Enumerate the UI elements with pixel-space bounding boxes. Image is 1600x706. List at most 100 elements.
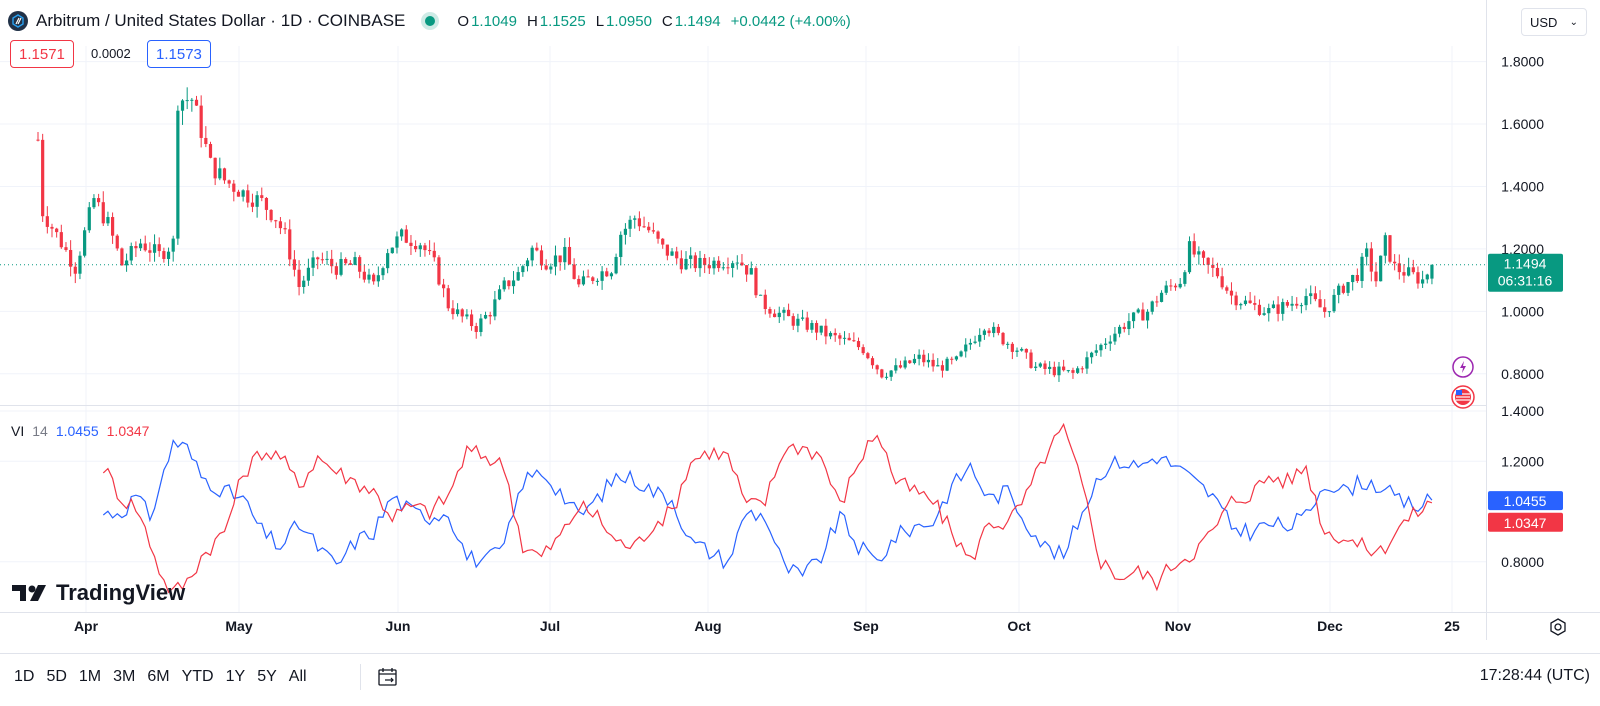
candle — [600, 266, 604, 290]
candle — [194, 95, 199, 106]
candle — [847, 333, 851, 341]
price-axis[interactable]: 1.8000 1.6000 1.4000 1.2000 1.0000 0.8000 1.40… — [1501, 54, 1544, 570]
candle — [106, 211, 110, 226]
candle — [642, 216, 646, 228]
candle — [889, 369, 893, 381]
candle — [768, 306, 772, 318]
candle — [134, 241, 138, 258]
candle — [409, 235, 413, 255]
candle — [1229, 282, 1234, 305]
candle — [1150, 300, 1154, 315]
date-range-button[interactable] — [374, 664, 402, 690]
candle — [726, 257, 730, 275]
candle — [992, 322, 996, 338]
range-ytd-button[interactable]: YTD — [181, 668, 214, 685]
range-1m-button[interactable]: 1M — [78, 668, 102, 685]
time-tick-label: Nov — [1165, 618, 1192, 634]
candle — [609, 271, 614, 280]
candle — [97, 193, 101, 207]
candle — [148, 242, 152, 262]
range-5y-button[interactable]: 5Y — [257, 668, 277, 685]
currency-select[interactable]: USD ⌄ — [1521, 8, 1587, 36]
candle — [838, 332, 842, 346]
candle — [1407, 257, 1411, 277]
candle — [759, 294, 763, 296]
candle — [292, 250, 297, 277]
vi-legend[interactable]: VI 14 1.0455 1.0347 — [11, 423, 149, 439]
symbol-title[interactable]: Arbitrum / United States Dollar · 1D · C… — [36, 11, 406, 30]
candle — [129, 242, 133, 265]
candle — [1327, 311, 1331, 317]
range-1y-button[interactable]: 1Y — [225, 668, 246, 685]
axis-settings-icon — [1550, 618, 1566, 636]
candle — [1192, 233, 1196, 258]
candle — [59, 224, 63, 249]
toolbar-divider — [360, 664, 361, 690]
range-1d-button[interactable]: 1D — [14, 668, 35, 685]
candle — [446, 284, 450, 312]
candle — [698, 250, 702, 277]
candle — [101, 191, 105, 227]
candle — [1085, 351, 1089, 374]
range-6m-button[interactable]: 6M — [147, 668, 170, 685]
candle — [1024, 348, 1028, 359]
candle — [143, 235, 147, 252]
candle — [516, 266, 520, 281]
candle — [954, 355, 959, 362]
candle — [455, 303, 460, 317]
buy-price-button[interactable]: 1.1573 — [147, 40, 211, 68]
time-tick-label: May — [225, 618, 252, 634]
candle — [1393, 254, 1397, 271]
candle — [1341, 283, 1345, 295]
candle — [1113, 326, 1117, 345]
candle — [1281, 298, 1285, 321]
candle — [180, 99, 185, 125]
range-all-button[interactable]: All — [288, 668, 307, 685]
candle — [1052, 361, 1056, 378]
price-tick-label: 1.8000 — [1501, 54, 1544, 70]
candle — [115, 234, 119, 251]
candle — [325, 250, 329, 265]
candle — [199, 95, 203, 148]
candle — [749, 261, 753, 275]
candle — [1043, 360, 1047, 375]
candle — [204, 126, 208, 148]
candle — [777, 306, 781, 324]
candle — [1369, 242, 1373, 282]
vi-plus-value: 1.0455 — [55, 423, 99, 439]
current-price-tag-text: 06:31:16 — [1498, 273, 1553, 289]
candle — [707, 257, 711, 275]
candle — [1374, 262, 1378, 287]
candle — [395, 231, 399, 254]
candle — [1090, 351, 1094, 364]
ohlc-low: L 1.0950 — [595, 12, 652, 30]
candle — [339, 252, 343, 277]
candle — [185, 87, 189, 110]
candle — [553, 245, 558, 276]
candle — [647, 222, 651, 233]
candle — [50, 223, 54, 238]
candle — [689, 247, 693, 269]
utc-clock[interactable]: 17:28:44 (UTC) — [1479, 667, 1590, 684]
candle — [824, 318, 828, 345]
candle — [539, 245, 544, 271]
candle — [1360, 253, 1364, 288]
candle — [684, 251, 688, 271]
candle — [1197, 246, 1201, 265]
candle — [1187, 236, 1192, 274]
tradingview-logo[interactable]: TradingView — [12, 580, 185, 606]
candle — [241, 189, 245, 202]
candle — [950, 356, 954, 365]
candle — [1285, 299, 1290, 308]
candle — [423, 242, 427, 257]
ohlc-high: H 1.1525 — [526, 12, 586, 30]
candle — [637, 211, 641, 232]
range-3m-button[interactable]: 3M — [113, 668, 136, 685]
vi-name: VI — [11, 423, 25, 439]
candle — [414, 240, 418, 253]
sell-price-button[interactable]: 1.1571 — [10, 40, 74, 68]
range-5d-button[interactable]: 5D — [46, 668, 67, 685]
time-axis[interactable]: Apr May Jun Jul Aug Sep Oct Nov Dec 25 — [74, 618, 1566, 636]
